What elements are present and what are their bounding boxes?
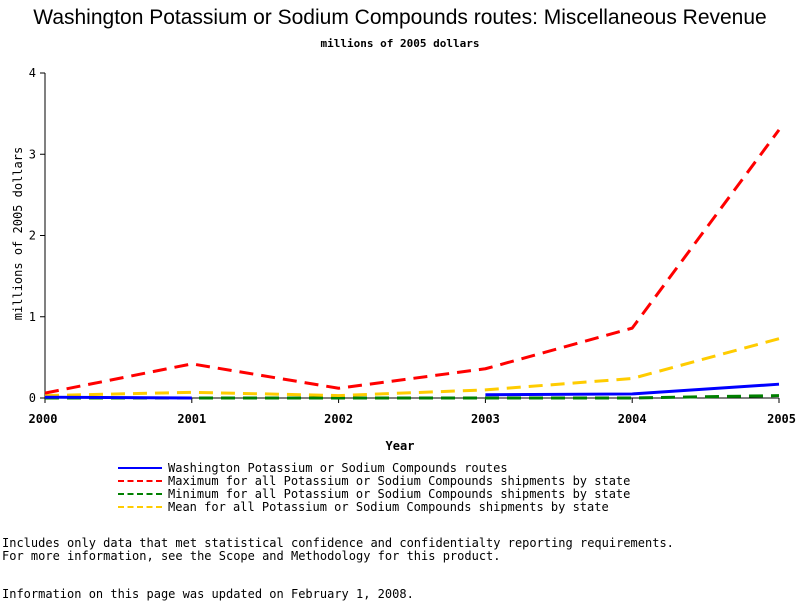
series-line-3	[44, 337, 780, 398]
series-line-0	[44, 382, 780, 400]
x-tick-label: 2005	[767, 412, 796, 426]
legend-label: Minimum for all Potassium or Sodium Comp…	[168, 486, 631, 501]
legend-swatch	[118, 479, 162, 482]
y-axis-label: millions of 2005 dollars	[11, 147, 25, 320]
footnote-methodology: For more information, see the Scope and …	[2, 549, 501, 563]
chart-legend: Washington Potassium or Sodium Compounds…	[118, 460, 631, 514]
legend-entry: Mean for all Potassium or Sodium Compoun…	[118, 499, 630, 514]
chart-subtitle: millions of 2005 dollars	[320, 37, 480, 50]
legend-entry: Maximum for all Potassium or Sodium Comp…	[118, 473, 631, 488]
legend-swatch	[118, 505, 162, 508]
y-tick-label: 2	[29, 229, 36, 243]
legend-swatch	[118, 466, 162, 469]
y-tick-label: 3	[29, 147, 36, 161]
legend-label: Washington Potassium or Sodium Compounds…	[168, 460, 508, 475]
x-tick-label: 2003	[471, 412, 500, 426]
y-tick-label: 4	[29, 66, 36, 80]
footnote-updated: Information on this page was updated on …	[2, 587, 414, 601]
legend-entry: Washington Potassium or Sodium Compounds…	[118, 460, 630, 475]
x-tick-label: 2000	[29, 412, 58, 426]
x-axis-label: Year	[386, 439, 415, 453]
legend-swatch	[118, 492, 162, 495]
x-tick-label: 2002	[324, 412, 353, 426]
series-line-1	[44, 128, 781, 395]
legend-label: Maximum for all Potassium or Sodium Comp…	[168, 473, 631, 488]
footnote-confidence: Includes only data that met statistical …	[2, 536, 674, 550]
x-tick-label: 2004	[618, 412, 647, 426]
y-tick-label: 1	[29, 310, 36, 324]
legend-entry: Minimum for all Potassium or Sodium Comp…	[118, 486, 631, 501]
legend-label: Mean for all Potassium or Sodium Compoun…	[168, 499, 609, 514]
y-tick-label: 0	[29, 391, 36, 405]
chart-title: Washington Potassium or Sodium Compounds…	[33, 6, 767, 29]
x-tick-label: 2001	[177, 412, 206, 426]
